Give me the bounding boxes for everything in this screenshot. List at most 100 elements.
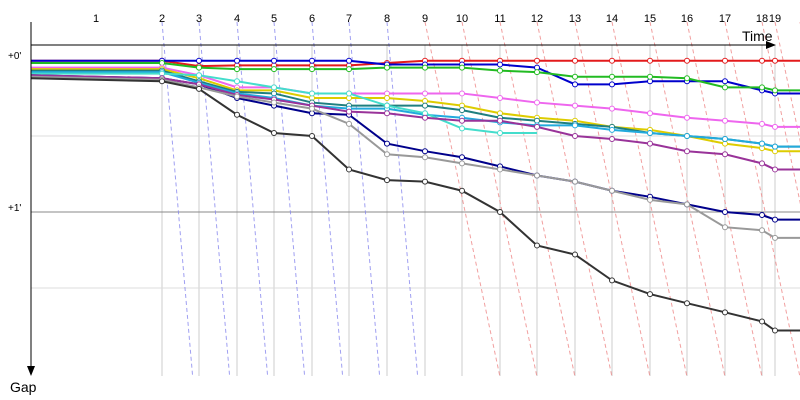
- y-tick-label: +0': [8, 51, 21, 62]
- data-point: [572, 178, 578, 185]
- data-point: [647, 291, 653, 298]
- data-point: [772, 57, 778, 64]
- x-tick-label: 16: [681, 13, 693, 25]
- data-point: [772, 123, 778, 130]
- progress-line: [724, 21, 800, 377]
- data-point: [497, 209, 503, 215]
- data-point: [722, 309, 728, 316]
- grid: [31, 45, 800, 376]
- data-point: [346, 57, 352, 64]
- data-point: [196, 57, 202, 64]
- data-point: [384, 110, 390, 117]
- series-line: [30, 74, 800, 221]
- data-point: [534, 242, 540, 249]
- data-point: [772, 87, 778, 94]
- progress-line: [273, 21, 306, 377]
- progress-line: [236, 21, 269, 377]
- data-point: [684, 148, 690, 155]
- x-tick-label: 13: [569, 13, 581, 25]
- data-point: [759, 227, 765, 234]
- data-point: [346, 108, 352, 115]
- y-tick-label: +1': [8, 203, 21, 214]
- data-point: [309, 57, 315, 64]
- data-point: [759, 212, 765, 219]
- data-point: [271, 57, 277, 64]
- data-point: [497, 67, 503, 74]
- data-point: [271, 84, 277, 91]
- data-point: [759, 140, 765, 147]
- data-point: [534, 123, 540, 130]
- progress-line: [461, 21, 538, 377]
- x-tick-label: 3: [196, 13, 202, 25]
- data-point: [572, 251, 578, 258]
- data-point: [772, 166, 778, 173]
- data-point: [196, 72, 202, 79]
- data-point: [534, 99, 540, 106]
- data-point: [759, 120, 765, 127]
- progress-line: [761, 21, 800, 205]
- data-point: [384, 95, 390, 101]
- data-point: [647, 110, 653, 117]
- x-tick-label: 2: [159, 13, 165, 25]
- y-axis-arrow: [27, 366, 35, 376]
- progress-line: [499, 21, 576, 377]
- x-tick-label: 5: [271, 13, 277, 25]
- data-point: [647, 129, 653, 136]
- data-point: [722, 84, 728, 91]
- progress-line: [348, 21, 381, 377]
- x-tick-label: 19: [769, 13, 781, 25]
- data-point: [684, 201, 690, 208]
- data-point: [609, 187, 615, 194]
- data-point: [722, 57, 728, 64]
- x-tick-label: 14: [606, 13, 618, 25]
- data-point: [422, 64, 428, 71]
- x-tick-label: 11: [494, 13, 505, 25]
- data-point: [722, 117, 728, 124]
- data-point: [497, 95, 503, 101]
- progress-line: [198, 21, 231, 377]
- data-point: [271, 99, 277, 106]
- data-point: [459, 117, 465, 124]
- series-line: [31, 68, 800, 153]
- data-point: [772, 216, 778, 223]
- data-point: [422, 114, 428, 121]
- data-point: [384, 151, 390, 158]
- data-point: [684, 300, 690, 307]
- data-point: [684, 75, 690, 82]
- data-point: [609, 57, 615, 64]
- x-tick-label: 17: [719, 13, 731, 25]
- progress-line: [611, 21, 688, 377]
- data-point: [772, 143, 778, 150]
- data-point: [309, 66, 315, 73]
- series-lines: [30, 57, 800, 334]
- data-point: [647, 57, 653, 64]
- data-point: [422, 148, 428, 155]
- x-tick-label: 8: [384, 13, 390, 25]
- x-axis-arrow: [766, 41, 776, 49]
- axes: [27, 22, 776, 376]
- data-point: [422, 178, 428, 185]
- axis-tick-labels: 1 2 3 4 5 6 7 8 9 10 11 12 13 14 15 16 17 18 19+0'+1': [8, 13, 781, 214]
- data-point: [572, 81, 578, 88]
- data-point: [722, 136, 728, 143]
- data-point: [234, 66, 240, 73]
- series-line: [30, 77, 800, 332]
- data-point: [497, 61, 503, 68]
- data-point: [497, 129, 503, 136]
- x-tick-label: 6: [309, 13, 315, 25]
- data-point: [459, 160, 465, 167]
- data-point: [609, 136, 615, 143]
- data-point: [759, 84, 765, 91]
- data-point: [234, 93, 240, 100]
- data-point: [196, 64, 202, 71]
- data-point: [459, 107, 465, 114]
- x-axis-label: Time: [742, 28, 773, 44]
- x-tick-label: 9: [422, 13, 428, 25]
- progress-lines: [161, 21, 800, 377]
- data-point: [684, 57, 690, 64]
- x-tick-label: 1: [93, 13, 99, 25]
- data-point: [722, 151, 728, 158]
- progress-line: [574, 21, 651, 377]
- data-point: [609, 81, 615, 88]
